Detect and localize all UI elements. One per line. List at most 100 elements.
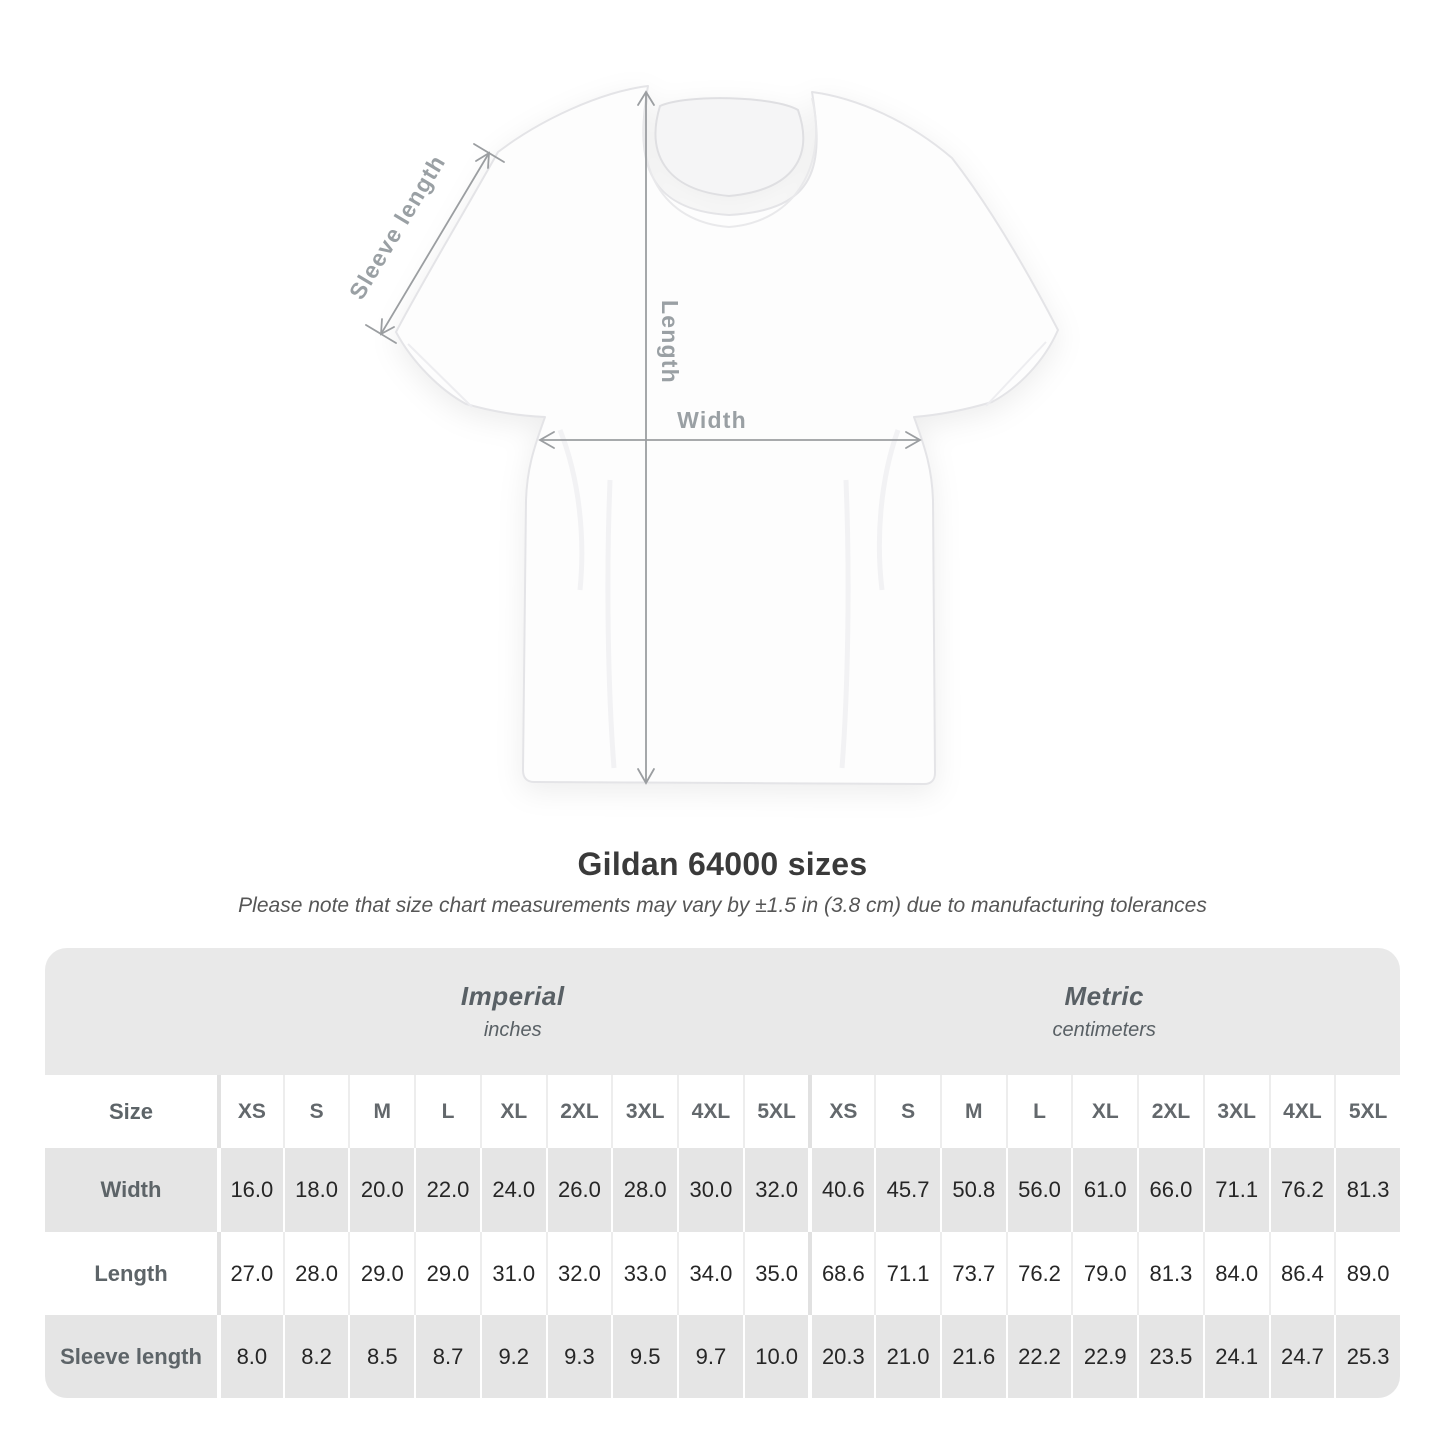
value-cell: 32.0 (742, 1148, 809, 1232)
size-table: Imperial inches Metric centimeters Size XS S M L… (45, 948, 1400, 1398)
fabric-folds (557, 429, 901, 769)
sleeve-arrowhead-top (475, 151, 491, 169)
size-header-cell: XS (808, 1075, 875, 1148)
size-header-cell: 3XL (611, 1075, 678, 1148)
size-header-cell: L (414, 1075, 480, 1148)
value-cell: 8.5 (348, 1315, 415, 1398)
sleeve-arrow (380, 152, 490, 335)
tolerance-note: Please note that size chart measurements… (238, 893, 1207, 917)
fold-line (839, 479, 851, 769)
value-cell: 26.0 (545, 1148, 612, 1232)
unit-group-header: Imperial inches (217, 948, 809, 1075)
value-cell: 22.9 (1071, 1315, 1138, 1398)
value-cell: 9.5 (611, 1315, 678, 1398)
size-header-cell: XL (479, 1075, 546, 1148)
title-block: Gildan 64000 sizes Please note that size… (0, 846, 1445, 918)
measurement-annotations (365, 90, 922, 785)
value-cell: 29.0 (348, 1232, 415, 1315)
value-cell: 56.0 (1005, 1148, 1072, 1232)
value-cell: 20.0 (348, 1148, 415, 1232)
size-header-cell: 4XL (677, 1075, 743, 1148)
unit-group-name: Metric (1064, 981, 1145, 1011)
value-cell: 84.0 (1202, 1232, 1269, 1315)
size-header-cell: S (282, 1075, 349, 1148)
size-header-cell: 5XL (1334, 1075, 1400, 1148)
tshirt-photo (395, 85, 1059, 785)
size-header-cell: XL (1071, 1075, 1138, 1148)
size-header-cell: 2XL (1137, 1075, 1203, 1148)
unit-group-unit: inches (483, 1019, 542, 1041)
value-cell: 86.4 (1268, 1232, 1335, 1315)
fold-line (876, 429, 901, 591)
value-cell: 29.0 (414, 1232, 480, 1315)
fold-line (557, 429, 585, 591)
value-cell: 66.0 (1137, 1148, 1203, 1232)
value-cell: 89.0 (1334, 1232, 1400, 1315)
collar-opening (654, 97, 805, 198)
value-cell: 28.0 (611, 1148, 678, 1232)
value-cell: 9.2 (479, 1315, 546, 1398)
measurement-row-label: Length (45, 1232, 217, 1315)
size-row-label: Size (45, 1075, 217, 1148)
size-header-cell: 4XL (1268, 1075, 1335, 1148)
value-cell: 40.6 (808, 1148, 875, 1232)
value-cell: 76.2 (1005, 1232, 1072, 1315)
value-cell: 35.0 (742, 1232, 809, 1315)
unit-group-unit: centimeters (1052, 1019, 1156, 1041)
value-cell: 18.0 (282, 1148, 349, 1232)
value-cell: 34.0 (677, 1232, 743, 1315)
value-cell: 81.3 (1334, 1148, 1400, 1232)
value-cell: 24.1 (1202, 1315, 1269, 1398)
value-cell: 21.6 (939, 1315, 1006, 1398)
unit-group-name: Imperial (460, 981, 565, 1011)
value-cell: 45.7 (874, 1148, 940, 1232)
value-cell: 9.3 (545, 1315, 612, 1398)
width-arrowhead-right (905, 431, 922, 449)
value-cell: 32.0 (545, 1232, 612, 1315)
size-header-cell: XS (217, 1075, 283, 1148)
width-arrowhead-left (538, 431, 555, 449)
value-cell: 71.1 (874, 1232, 940, 1315)
value-cell: 21.0 (874, 1315, 940, 1398)
value-cell: 79.0 (1071, 1232, 1138, 1315)
value-cell: 81.3 (1137, 1232, 1203, 1315)
value-cell: 27.0 (217, 1232, 283, 1315)
width-label: Width (677, 407, 747, 433)
sleeve-end-cap-top (473, 143, 505, 163)
value-cell: 76.2 (1268, 1148, 1335, 1232)
unit-group-header: Metric centimeters (808, 948, 1400, 1075)
size-header-cell: L (1005, 1075, 1072, 1148)
sleeve-end-cap-bottom (365, 324, 397, 344)
size-header-cell: 3XL (1202, 1075, 1269, 1148)
value-cell: 50.8 (939, 1148, 1006, 1232)
value-cell: 24.0 (479, 1148, 546, 1232)
value-cell: 8.2 (282, 1315, 349, 1398)
value-cell: 22.0 (414, 1148, 480, 1232)
value-cell: 30.0 (677, 1148, 743, 1232)
value-cell: 28.0 (282, 1232, 349, 1315)
value-cell: 71.1 (1202, 1148, 1269, 1232)
measurement-row-label: Width (45, 1148, 217, 1232)
value-cell: 8.0 (217, 1315, 283, 1398)
value-cell: 10.0 (742, 1315, 809, 1398)
size-header-cell: 5XL (742, 1075, 809, 1148)
size-header-cell: M (348, 1075, 415, 1148)
value-cell: 16.0 (217, 1148, 283, 1232)
value-cell: 73.7 (939, 1232, 1006, 1315)
size-header-cell: S (874, 1075, 940, 1148)
value-cell: 9.7 (677, 1315, 743, 1398)
measurement-row-label: Sleeve length (45, 1315, 217, 1398)
length-arrowhead-top (637, 90, 655, 106)
value-cell: 68.6 (808, 1232, 875, 1315)
left-cuff-seam (407, 343, 473, 408)
size-header-cell: 2XL (545, 1075, 612, 1148)
value-cell: 22.2 (1005, 1315, 1072, 1398)
value-cell: 33.0 (611, 1232, 678, 1315)
right-cuff-seam (985, 341, 1047, 407)
value-cell: 20.3 (808, 1315, 875, 1398)
size-header-cell: M (939, 1075, 1006, 1148)
value-cell: 8.7 (414, 1315, 480, 1398)
fold-line (605, 479, 617, 769)
value-cell: 23.5 (1137, 1315, 1203, 1398)
